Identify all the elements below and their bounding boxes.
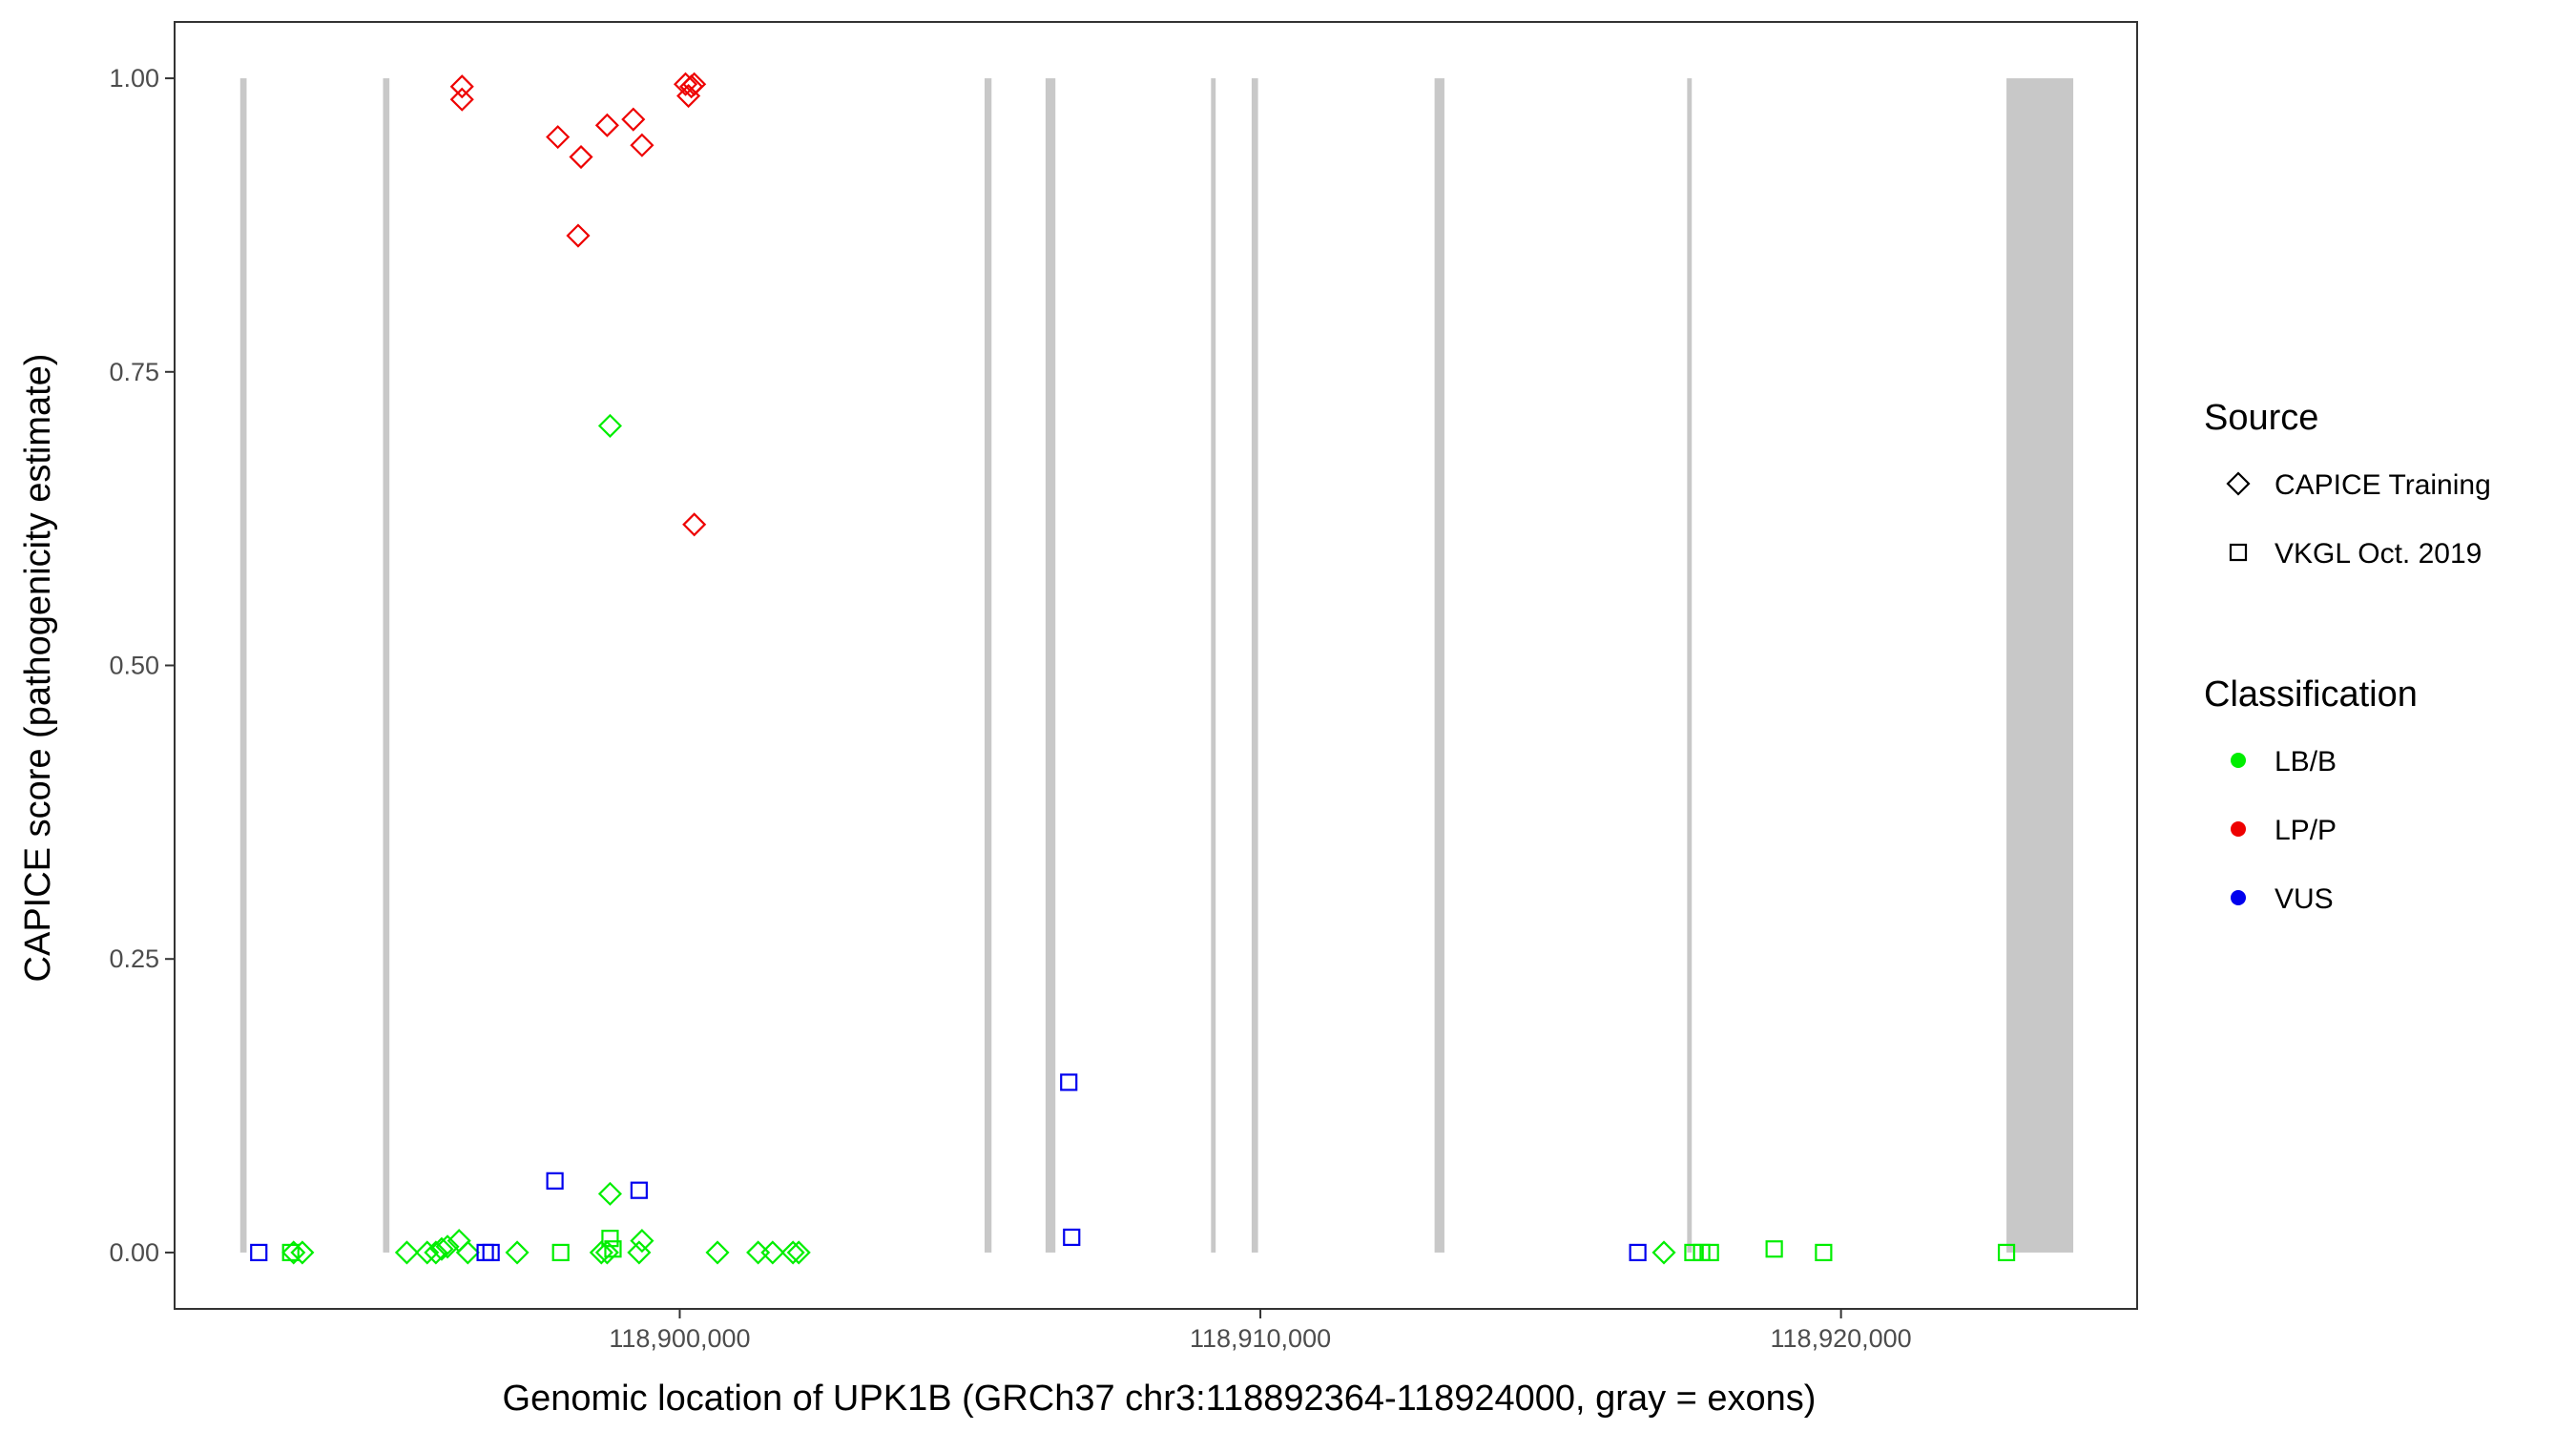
legend-label: LP/P: [2275, 815, 2337, 846]
data-point: [290, 1240, 315, 1265]
exon-bar: [1251, 78, 1258, 1253]
x-tick-label: 118,900,000: [609, 1324, 750, 1353]
data-point: [505, 1240, 530, 1265]
data-point: [449, 74, 474, 99]
data-point: [455, 1240, 480, 1265]
legend-key-dot: [2231, 821, 2246, 837]
data-point: [589, 1240, 613, 1265]
data-point: [1815, 1243, 1833, 1262]
data-point: [630, 1229, 654, 1254]
data-point: [594, 113, 619, 137]
data-point: [682, 512, 707, 537]
legend: Source CAPICE Training VKGL Oct. 2019 Class…: [2204, 398, 2491, 915]
data-point: [1693, 1243, 1711, 1262]
exon-layer: [239, 78, 2074, 1253]
data-point: [760, 1240, 785, 1265]
exon-bar: [984, 78, 992, 1253]
x-tick-label: 118,910,000: [1190, 1324, 1331, 1353]
y-axis-title: CAPICE score (pathogenicity estimate): [18, 354, 58, 983]
exon-bar: [1211, 78, 1216, 1253]
data-point: [394, 1240, 419, 1265]
data-point: [1997, 1243, 2016, 1262]
data-point: [1060, 1073, 1078, 1091]
data-point: [435, 1234, 460, 1259]
exon-bar: [1434, 78, 1444, 1253]
exon-bar: [239, 78, 247, 1253]
plot-panel-border: [174, 21, 2138, 1310]
y-tick-label: 0.25: [109, 944, 159, 973]
data-point: [476, 1243, 494, 1262]
data-point: [250, 1243, 268, 1262]
data-point: [449, 87, 474, 112]
data-point: [566, 223, 591, 248]
data-point: [601, 1230, 619, 1248]
data-point: [780, 1240, 805, 1265]
data-point: [673, 72, 698, 96]
legend-key-diamond: [2226, 471, 2251, 496]
data-point: [597, 1181, 622, 1206]
legend-title-classification: Classification: [2204, 674, 2418, 715]
data-point: [1684, 1243, 1702, 1262]
legend-title-source: Source: [2204, 398, 2318, 438]
data-point: [1063, 1228, 1081, 1247]
data-point: [630, 1181, 648, 1199]
data-point: [546, 1172, 564, 1190]
point-layer: [250, 72, 2016, 1265]
data-point: [705, 1240, 730, 1265]
data-point: [1765, 1240, 1783, 1258]
data-point: [786, 1240, 811, 1265]
legend-label: CAPICE Training: [2275, 469, 2491, 501]
exon-bar: [1687, 78, 1693, 1253]
data-point: [482, 1243, 500, 1262]
data-point: [1629, 1243, 1647, 1262]
exon-bar: [2006, 78, 2074, 1253]
legend-key-dot: [2231, 890, 2246, 905]
legend-label: LB/B: [2275, 746, 2337, 778]
data-point: [621, 107, 646, 132]
exon-bar: [1045, 78, 1056, 1253]
axis-layer: 0.00 0.25 0.50 0.75 1.00 118,900,000 118,910,0…: [109, 64, 1911, 1353]
data-point: [281, 1240, 306, 1265]
exon-bar: [383, 78, 390, 1253]
y-tick-label: 0.75: [109, 358, 159, 386]
y-tick-label: 0.50: [109, 652, 159, 680]
data-point: [627, 1240, 652, 1265]
legend-key-dot: [2231, 753, 2246, 768]
data-point: [746, 1240, 771, 1265]
legend-label: VUS: [2275, 883, 2334, 915]
x-axis-title: Genomic location of UPK1B (GRCh37 chr3:1…: [503, 1379, 1817, 1419]
data-point: [597, 413, 622, 438]
data-point: [682, 72, 707, 96]
data-point: [630, 133, 654, 157]
data-point: [604, 1240, 622, 1258]
legend-label: VKGL Oct. 2019: [2275, 538, 2482, 570]
y-tick-label: 0.00: [109, 1238, 159, 1267]
data-point: [594, 1240, 619, 1265]
data-point: [415, 1240, 440, 1265]
data-point: [551, 1243, 570, 1262]
x-tick-label: 118,920,000: [1771, 1324, 1912, 1353]
y-tick-label: 1.00: [109, 64, 159, 93]
data-point: [546, 125, 571, 150]
legend-key-square: [2229, 543, 2248, 562]
data-point: [569, 144, 593, 170]
data-point: [1701, 1243, 1719, 1262]
data-point: [1652, 1240, 1676, 1265]
data-point: [424, 1240, 448, 1265]
data-point: [429, 1236, 454, 1261]
